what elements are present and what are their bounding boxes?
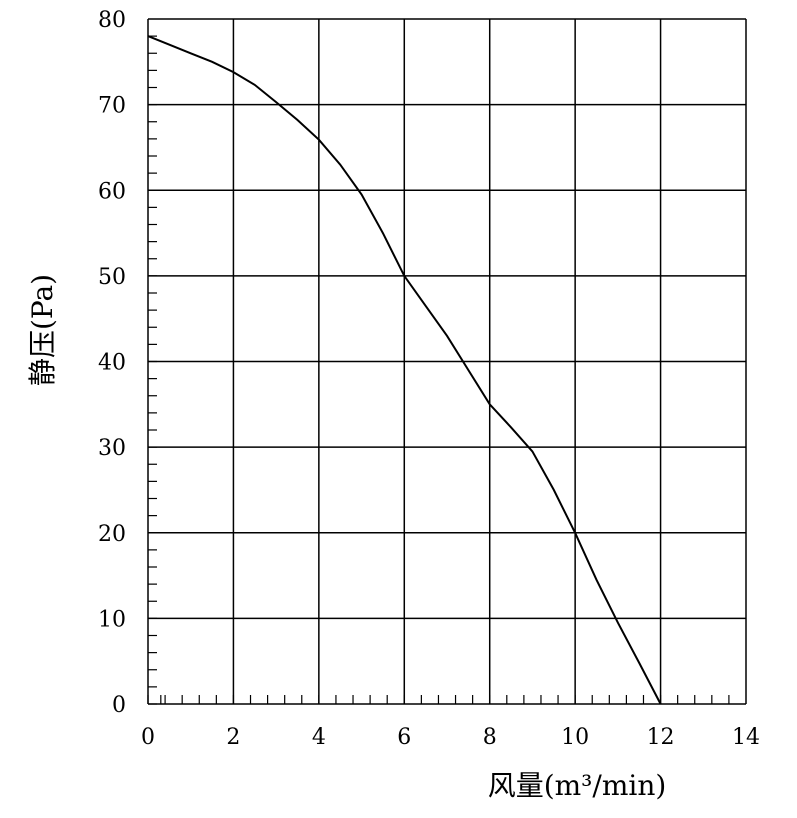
x-tick-label: 6 xyxy=(397,725,411,750)
y-tick-label: 40 xyxy=(98,351,126,376)
y-tick-label: 50 xyxy=(98,265,126,290)
x-tick-label: 8 xyxy=(483,725,497,750)
y-tick-label: 70 xyxy=(98,94,126,119)
x-tick-label: 14 xyxy=(732,725,760,750)
x-tick-label: 10 xyxy=(561,725,589,750)
x-tick-label: 2 xyxy=(226,725,240,750)
y-tick-label: 30 xyxy=(98,436,126,461)
y-tick-label: 60 xyxy=(98,179,126,204)
x-axis-label: 风量(m³/min) xyxy=(488,769,667,802)
x-tick-labels: 0 2 4 6 8 10 12 14 xyxy=(141,725,760,750)
y-axis-label: 静压(Pa) xyxy=(26,274,59,386)
grid xyxy=(147,18,747,705)
y-tick-label: 0 xyxy=(112,693,126,718)
y-tick-label: 20 xyxy=(98,522,126,547)
y-tick-labels: 0 10 20 30 40 50 60 70 80 xyxy=(98,8,126,718)
y-tick-label: 10 xyxy=(98,607,126,632)
x-tick-label: 4 xyxy=(312,725,326,750)
series-line xyxy=(147,35,662,705)
x-tick-label: 0 xyxy=(141,725,155,750)
y-tick-label: 80 xyxy=(98,8,126,33)
x-tick-label: 12 xyxy=(647,725,675,750)
minor-ticks xyxy=(147,35,730,705)
